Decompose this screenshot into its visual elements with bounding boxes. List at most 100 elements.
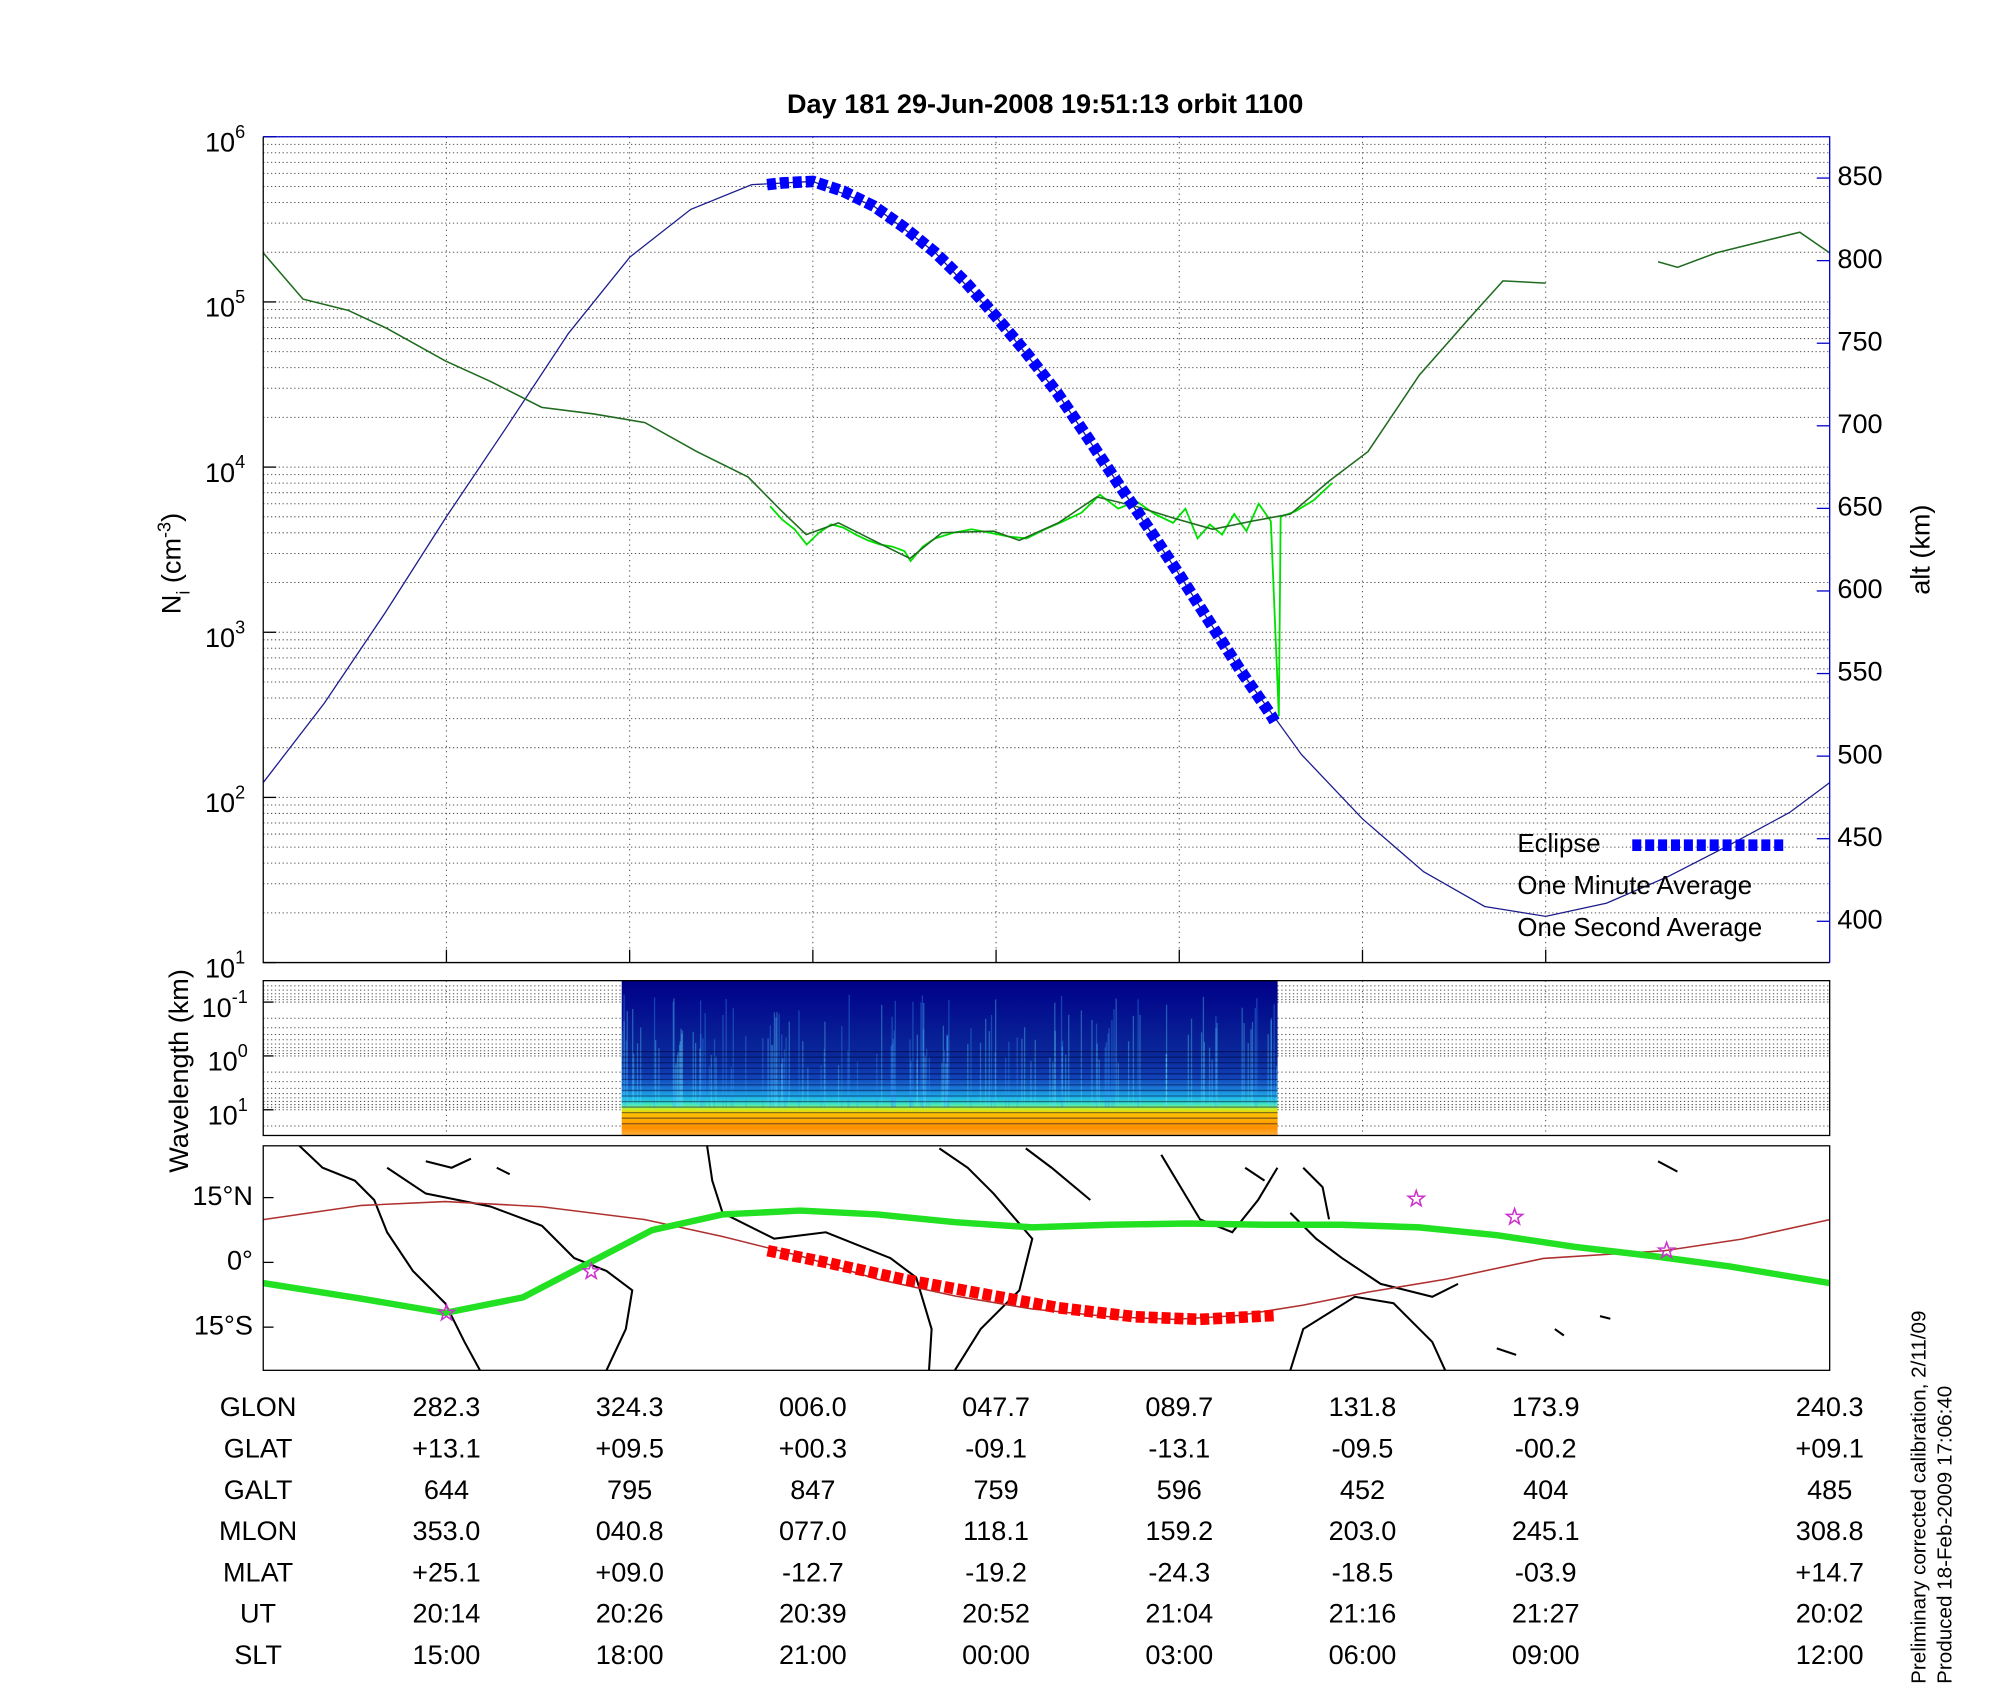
coastline [298,1145,481,1371]
cell: 795 [607,1474,652,1505]
coastlines [298,1145,1678,1371]
y-axis-label: Ni (cm-3) [154,513,193,614]
y2-tick-label: 750 [1837,325,1882,356]
map-track [263,1200,1830,1321]
y-tick-label: 101 [205,947,245,983]
y2-tick-label: 800 [1837,243,1882,274]
row-label: MLON [219,1515,297,1546]
tick-exponent: 1 [235,947,245,967]
tick-base: 10 [208,1100,238,1131]
cell: -09.5 [1332,1432,1394,1463]
cell: 18:00 [596,1639,664,1670]
cell: 324.3 [596,1391,664,1422]
cell: 240.3 [1796,1391,1864,1422]
cell: 12:00 [1796,1639,1864,1670]
tick-base: 10 [205,787,235,818]
y-axis-label: Wavelength (km) [163,969,194,1173]
axes-frame [262,136,1830,964]
tick-exponent: 4 [235,452,245,472]
cell: 131.8 [1329,1391,1397,1422]
tick-base: 10 [205,457,235,488]
tick-base: 10 [205,292,235,323]
map-track [766,1245,1275,1326]
y-tick-label: 10-1 [202,987,248,1023]
tick-exponent: -1 [232,987,248,1007]
map-star [1656,1239,1677,1260]
y-axis-label-part: (cm [156,538,187,591]
cell: -24.3 [1148,1556,1210,1587]
y-tick-label: 15°S [194,1309,253,1340]
cell: +13.1 [412,1432,481,1463]
cell: 06:00 [1329,1639,1397,1670]
legend-label: One Second Average [1517,914,1762,942]
axes-frame [262,980,1831,1137]
y-tick-label: 101 [208,1095,248,1131]
cell: -12.7 [782,1556,844,1587]
cell: 09:00 [1512,1639,1580,1670]
cell: -09.1 [965,1432,1027,1463]
map-tracks [263,1188,1830,1326]
cell: 159.2 [1145,1515,1213,1546]
cell: -13.1 [1148,1432,1210,1463]
series-line [262,231,1831,560]
cell: +09.1 [1795,1432,1864,1463]
y-tick-label: 106 [205,122,245,158]
cell: -00.2 [1515,1432,1577,1463]
y2-tick-label: 650 [1837,491,1882,522]
cell: 20:39 [779,1598,847,1629]
tick-base: 10 [202,992,232,1023]
tick-exponent: 6 [235,122,245,142]
coastline [938,1147,1034,1371]
legend-label: One Minute Average [1517,872,1752,900]
cell: 173.9 [1512,1391,1580,1422]
cell: 047.7 [962,1391,1030,1422]
y2-tick-label: 400 [1837,903,1882,934]
y2-tick-label: 700 [1837,408,1882,439]
cell: 847 [790,1474,835,1505]
cell: 21:27 [1512,1598,1580,1629]
cell: -19.2 [965,1556,1027,1587]
cell: 15:00 [413,1639,481,1670]
cell: 644 [424,1474,469,1505]
footnote: Produced 18-Feb-2009 17:06:40 [1933,1386,1956,1684]
cell: 245.1 [1512,1515,1580,1546]
cell: 20:26 [596,1598,664,1629]
y2-tick-label: 450 [1837,821,1882,852]
map-star [1406,1188,1427,1208]
cell: 353.0 [413,1515,481,1546]
series-line [262,180,1831,918]
axes-frame-y2 [263,136,1831,963]
map-star [1504,1206,1525,1226]
cell: 404 [1523,1474,1568,1505]
tick-exponent: 0 [238,1041,248,1061]
tick-base: 10 [208,1046,238,1077]
y-axis-label-part: ) [156,513,187,522]
y-tick-label: 100 [208,1041,248,1077]
cell: +00.3 [779,1432,848,1463]
y-tick-label: 0° [227,1245,253,1276]
coastline [425,1157,511,1176]
row-label: MLAT [223,1556,293,1587]
cell: -03.9 [1515,1556,1577,1587]
legend-label: Eclipse [1517,830,1600,858]
cell: 20:52 [962,1598,1030,1629]
map-star [436,1302,457,1322]
cell: 20:02 [1796,1598,1864,1629]
cell: 452 [1340,1474,1385,1505]
series-line [766,175,1280,725]
cell: 759 [973,1474,1018,1505]
map-track [263,1207,1830,1317]
cell: +25.1 [412,1556,481,1587]
cell: +09.0 [595,1556,664,1587]
tick-exponent: 5 [235,287,245,307]
cell: -18.5 [1332,1556,1394,1587]
footnote: Preliminary corrected calibration, 2/11/… [1907,1311,1930,1684]
map-star [580,1260,602,1281]
coastline [706,1145,933,1371]
cell: 118.1 [963,1515,1029,1546]
y2-tick-label: 850 [1837,160,1882,191]
cell: 040.8 [596,1515,664,1546]
cell: 03:00 [1145,1639,1213,1670]
tick-exponent: 2 [235,782,245,802]
